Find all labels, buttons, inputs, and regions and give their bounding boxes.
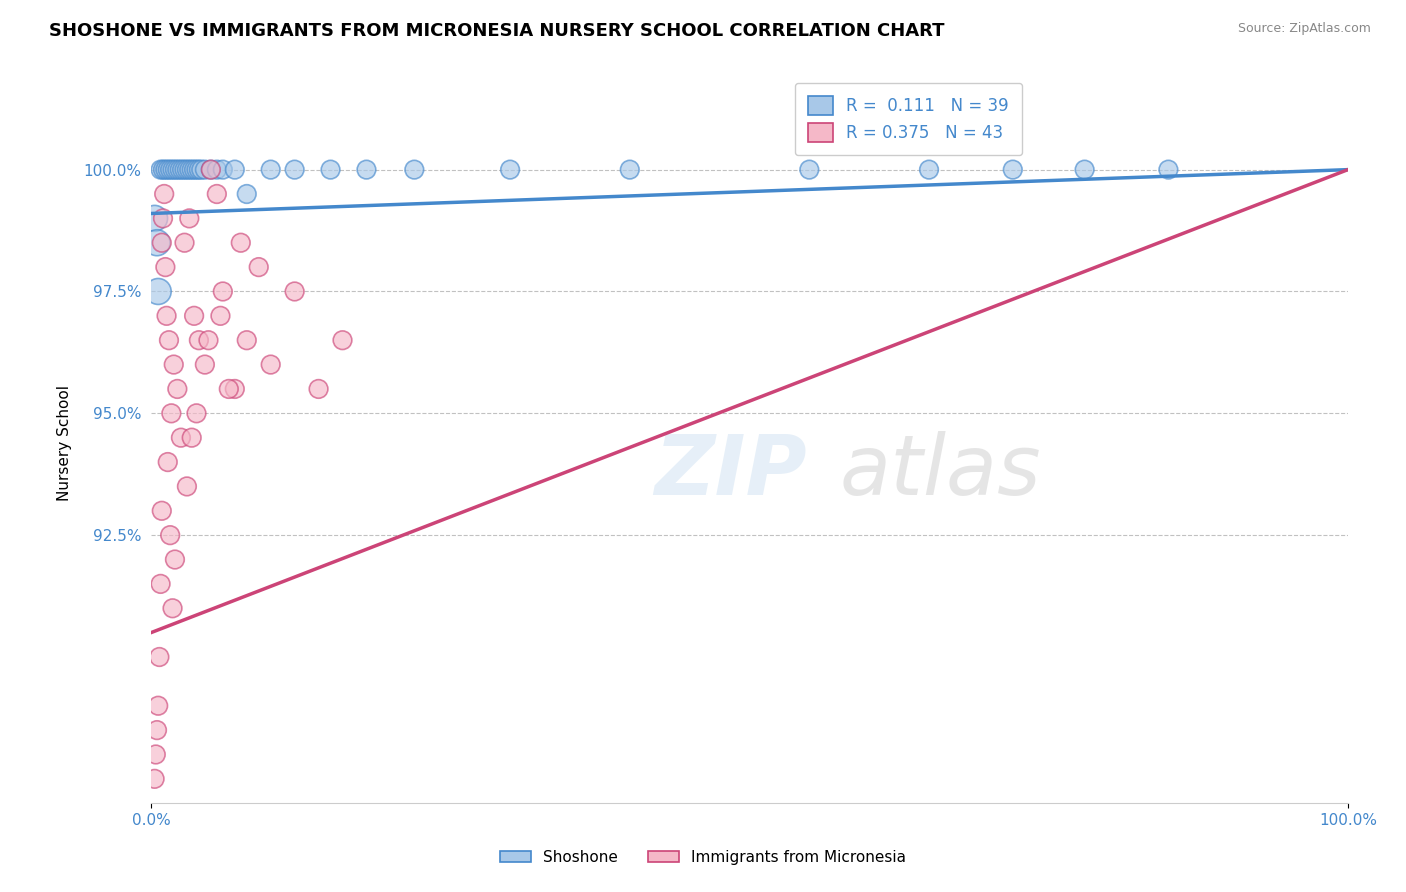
Point xyxy=(1001,162,1024,177)
Point xyxy=(173,162,195,177)
Point xyxy=(143,211,166,226)
Point xyxy=(197,333,219,347)
Point xyxy=(1073,162,1095,177)
Point xyxy=(224,162,246,177)
Point xyxy=(146,235,169,250)
Text: ZIP: ZIP xyxy=(654,431,807,512)
Point xyxy=(200,162,222,177)
Point xyxy=(155,162,177,177)
Point xyxy=(156,162,179,177)
Point xyxy=(156,455,179,469)
Point xyxy=(224,382,246,396)
Point xyxy=(799,162,821,177)
Point xyxy=(187,333,209,347)
Point xyxy=(146,723,169,738)
Point xyxy=(155,260,177,274)
Text: Source: ZipAtlas.com: Source: ZipAtlas.com xyxy=(1237,22,1371,36)
Point xyxy=(211,162,233,177)
Point xyxy=(163,552,186,566)
Point xyxy=(319,162,342,177)
Point xyxy=(145,747,167,762)
Point xyxy=(143,772,166,786)
Point xyxy=(183,309,205,323)
Point xyxy=(166,382,188,396)
Y-axis label: Nursery School: Nursery School xyxy=(58,384,72,500)
Point xyxy=(200,162,222,177)
Point xyxy=(260,358,283,372)
Point xyxy=(148,698,170,713)
Point xyxy=(162,601,184,615)
Point xyxy=(186,162,208,177)
Point xyxy=(332,333,354,347)
Point xyxy=(173,235,195,250)
Point xyxy=(619,162,641,177)
Point xyxy=(166,162,188,177)
Point xyxy=(148,650,170,665)
Point xyxy=(153,186,176,201)
Point xyxy=(162,162,184,177)
Point xyxy=(163,162,186,177)
Point xyxy=(180,162,202,177)
Point xyxy=(186,406,208,420)
Text: SHOSHONE VS IMMIGRANTS FROM MICRONESIA NURSERY SCHOOL CORRELATION CHART: SHOSHONE VS IMMIGRANTS FROM MICRONESIA N… xyxy=(49,22,945,40)
Point xyxy=(918,162,941,177)
Point xyxy=(152,162,174,177)
Point xyxy=(172,162,194,177)
Point xyxy=(155,309,177,323)
Point xyxy=(176,162,198,177)
Point xyxy=(148,285,170,299)
Point xyxy=(157,333,180,347)
Point xyxy=(194,358,217,372)
Point xyxy=(205,162,228,177)
Point xyxy=(150,504,173,518)
Point xyxy=(160,406,183,420)
Text: atlas: atlas xyxy=(839,431,1040,512)
Point xyxy=(179,211,201,226)
Point xyxy=(229,235,252,250)
Point xyxy=(194,162,217,177)
Point xyxy=(308,382,330,396)
Point xyxy=(260,162,283,177)
Point xyxy=(159,162,181,177)
Point xyxy=(499,162,522,177)
Point xyxy=(1157,162,1180,177)
Legend: Shoshone, Immigrants from Micronesia: Shoshone, Immigrants from Micronesia xyxy=(494,844,912,871)
Point xyxy=(190,162,212,177)
Point xyxy=(247,260,270,274)
Point xyxy=(211,285,233,299)
Point xyxy=(183,162,205,177)
Point xyxy=(236,333,259,347)
Point xyxy=(176,479,198,493)
Point xyxy=(218,382,240,396)
Point xyxy=(180,431,202,445)
Point xyxy=(149,577,172,591)
Point xyxy=(404,162,426,177)
Point xyxy=(179,162,201,177)
Point xyxy=(169,162,191,177)
Point xyxy=(159,528,181,542)
Point xyxy=(170,431,193,445)
Point xyxy=(150,235,173,250)
Point xyxy=(163,358,186,372)
Point xyxy=(205,186,228,201)
Point xyxy=(284,285,307,299)
Point xyxy=(356,162,378,177)
Point xyxy=(236,186,259,201)
Point xyxy=(187,162,209,177)
Point xyxy=(284,162,307,177)
Point xyxy=(149,162,172,177)
Legend: R =  0.111   N = 39, R = 0.375   N = 43: R = 0.111 N = 39, R = 0.375 N = 43 xyxy=(794,83,1022,155)
Point xyxy=(209,309,232,323)
Point xyxy=(152,211,174,226)
